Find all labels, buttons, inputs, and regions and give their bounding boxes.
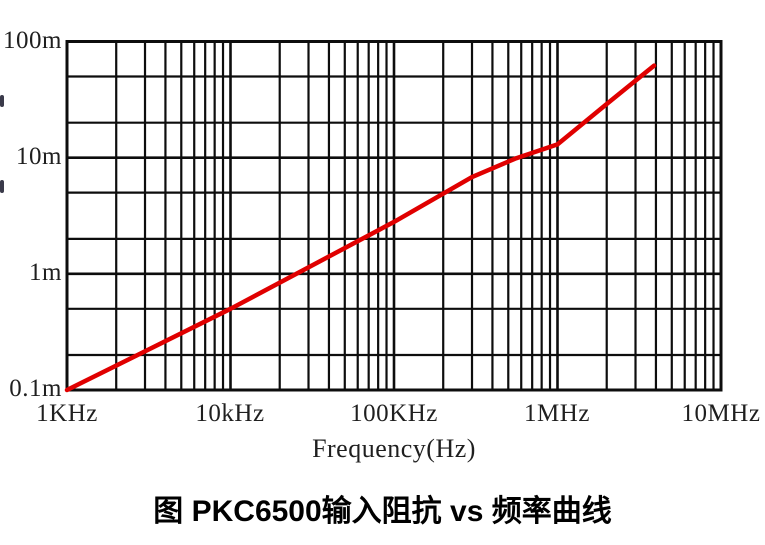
cropped-text-fragment [0, 180, 4, 193]
grid-minor-lines [67, 41, 721, 390]
y-tick-label-10m: 10m [16, 143, 62, 170]
y-tick-label-0p1m: 0.1m [9, 375, 62, 402]
y-tick-label-1m: 1m [29, 259, 62, 286]
x-tick-label-10mhz: 10MHz [681, 400, 761, 427]
impedance-chart [64, 40, 723, 393]
cropped-text-fragment [0, 95, 4, 107]
impedance-curve [64, 63, 657, 393]
y-tick-label-100m: 100m [3, 27, 62, 54]
plot-border [65, 40, 723, 392]
figure-caption: 图 PKC6500输入阻抗 vs 频率曲线 [153, 495, 612, 528]
x-tick-label-1khz: 1KHz [36, 400, 98, 427]
x-tick-label-100khz: 100KHz [350, 400, 438, 427]
x-tick-label-10khz: 10kHz [195, 400, 265, 427]
x-tick-label-1mhz: 1MHz [524, 400, 590, 427]
x-axis-title: Frequency(Hz) [312, 434, 476, 463]
